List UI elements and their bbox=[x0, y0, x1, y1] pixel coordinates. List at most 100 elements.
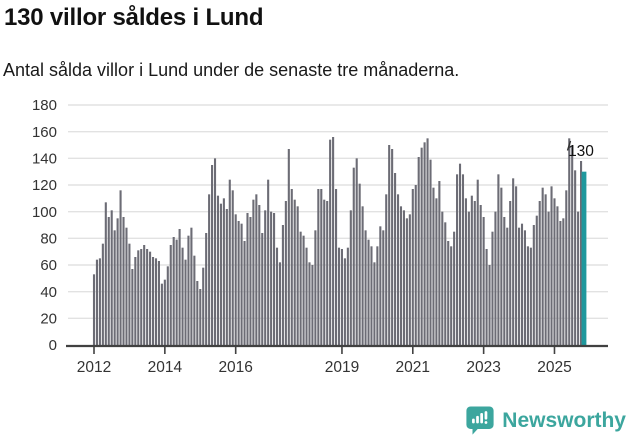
chart-bar bbox=[426, 138, 429, 345]
chart-bar bbox=[249, 217, 252, 345]
chart-bar bbox=[157, 261, 160, 345]
chart-bar bbox=[116, 218, 119, 345]
chart-bar bbox=[169, 245, 172, 345]
chart-bar bbox=[261, 233, 264, 345]
chart-bar bbox=[568, 138, 571, 345]
chart-bar bbox=[320, 189, 323, 345]
chart-bar bbox=[346, 247, 349, 345]
chart-bar bbox=[405, 218, 408, 345]
chart-bar bbox=[335, 189, 338, 345]
chart-bar bbox=[470, 195, 473, 345]
chart-bar bbox=[541, 187, 544, 345]
chart-bar bbox=[275, 247, 279, 345]
chart-bar bbox=[181, 247, 184, 345]
y-axis-label-20: 20 bbox=[40, 311, 57, 328]
chart-bar bbox=[444, 222, 447, 345]
chart-bar bbox=[131, 269, 134, 345]
chart-bar bbox=[175, 239, 178, 345]
chart-bar bbox=[394, 173, 397, 345]
chart-bar bbox=[326, 201, 329, 345]
chart-bar bbox=[137, 250, 140, 345]
chart-bar bbox=[491, 231, 494, 345]
chart-bar bbox=[228, 179, 231, 345]
chart-bar bbox=[432, 187, 435, 345]
chart-bar bbox=[577, 211, 580, 345]
brand-name: Newsworthy bbox=[502, 408, 626, 432]
chart-bar bbox=[473, 201, 476, 345]
chart-bar bbox=[420, 147, 423, 345]
chart-bar bbox=[270, 211, 273, 345]
chart-bar bbox=[435, 198, 438, 345]
chart-bar bbox=[211, 165, 214, 345]
chart-bar bbox=[219, 203, 222, 345]
chart-bar bbox=[255, 194, 258, 345]
chart-bar bbox=[314, 230, 317, 345]
chart-bar bbox=[571, 146, 574, 345]
chart-bar bbox=[163, 279, 166, 345]
chart-bar bbox=[485, 249, 488, 345]
chart-bar bbox=[467, 211, 470, 345]
y-axis-label-160: 160 bbox=[32, 124, 57, 141]
chart-bar bbox=[553, 198, 556, 345]
y-axis-label-100: 100 bbox=[32, 204, 57, 221]
chart-bar bbox=[160, 283, 163, 345]
chart-bar bbox=[281, 225, 284, 345]
chart-bar bbox=[278, 262, 282, 345]
chart-bar bbox=[500, 187, 503, 345]
newsworthy-logo-icon bbox=[466, 406, 494, 435]
chart-bar bbox=[506, 227, 509, 345]
chart-bar bbox=[497, 174, 500, 345]
chart-bar bbox=[252, 199, 255, 345]
chart-bar bbox=[317, 189, 320, 345]
chart-bar bbox=[399, 206, 403, 345]
chart-bar bbox=[205, 233, 208, 345]
chart-bar bbox=[388, 145, 391, 345]
chart-bar bbox=[447, 241, 450, 345]
chart-bar bbox=[199, 289, 202, 345]
chart-bar bbox=[231, 190, 234, 345]
chart-bar bbox=[154, 258, 158, 345]
latest-value-annotation: 130 bbox=[568, 143, 594, 160]
chart-bar bbox=[329, 139, 332, 345]
chart-bar bbox=[95, 259, 98, 345]
chart-bar bbox=[237, 221, 240, 345]
chart-bar bbox=[476, 179, 479, 345]
newsworthy-brand[interactable]: Newsworthy bbox=[465, 405, 626, 436]
speech-bubble-shape bbox=[466, 406, 494, 435]
chart-bar bbox=[520, 223, 524, 345]
chart-bar bbox=[119, 190, 122, 345]
chart-bar bbox=[461, 174, 465, 345]
chart-bar bbox=[450, 246, 453, 345]
chart-bar bbox=[367, 239, 370, 345]
x-axis-label-2016: 2016 bbox=[218, 359, 252, 376]
page-title: 130 villor såldes i Lund bbox=[4, 4, 264, 31]
chart-bar bbox=[202, 267, 205, 345]
chart-bar bbox=[311, 265, 314, 345]
chart-bar bbox=[518, 227, 521, 345]
chart-bar bbox=[464, 198, 467, 345]
chart-bar bbox=[187, 235, 190, 345]
chart-bar bbox=[146, 249, 149, 345]
x-axis-label-2014: 2014 bbox=[148, 359, 183, 376]
chart-bar bbox=[396, 194, 400, 345]
chart-bar bbox=[417, 157, 420, 345]
chart-bar bbox=[340, 249, 343, 345]
y-axis-label-0: 0 bbox=[49, 337, 57, 354]
chart-bar bbox=[104, 202, 107, 345]
chart-bar bbox=[216, 195, 220, 345]
chart-bar bbox=[92, 274, 96, 345]
chart-bar bbox=[184, 259, 187, 345]
chart-bar bbox=[456, 174, 459, 345]
chart-bar bbox=[535, 215, 538, 345]
chart-bar bbox=[287, 149, 290, 345]
chart-bar bbox=[178, 229, 181, 345]
highlight-bar bbox=[581, 171, 587, 345]
chart-bar bbox=[580, 161, 583, 345]
y-axis-label-80: 80 bbox=[40, 231, 57, 248]
chart-bar bbox=[565, 190, 568, 345]
chart-bar bbox=[385, 194, 388, 345]
x-axis-label-2025: 2025 bbox=[537, 359, 571, 376]
chart-bar bbox=[556, 206, 559, 345]
chart-bar bbox=[391, 149, 394, 345]
